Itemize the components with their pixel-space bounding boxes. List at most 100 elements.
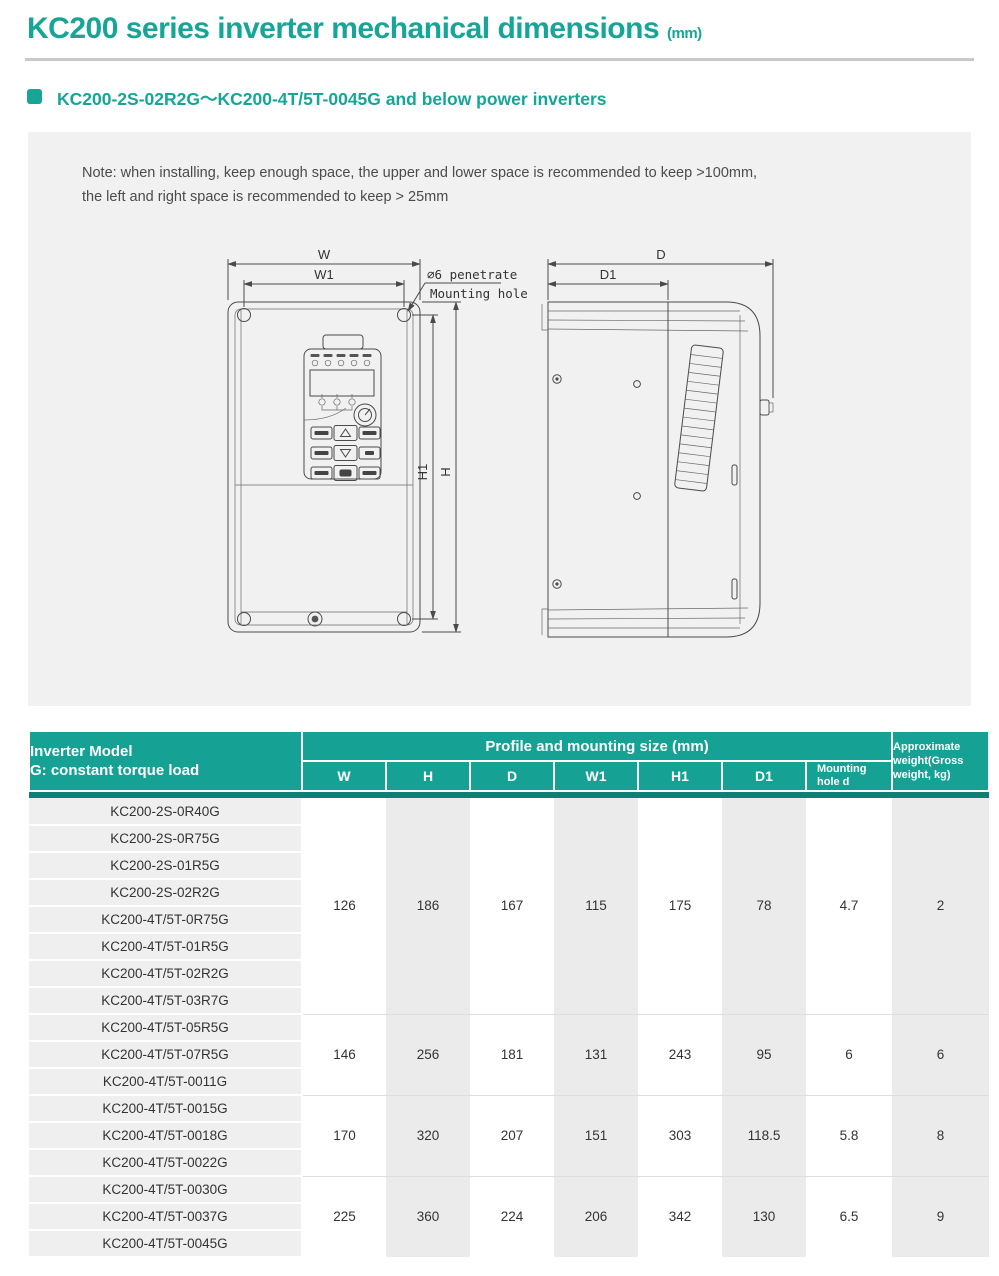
col-header-d: D [469,760,555,792]
value-h: 256 [386,1013,470,1095]
col-header-mounting-hole: Mounting hole d [804,760,894,792]
model-cell: KC200-4T/5T-0R75G [29,906,303,934]
model-cell: KC200-4T/5T-0030G [29,1176,303,1204]
table-row: KC200-4T/5T-0R75G [29,906,989,934]
value-h1: 175 [638,798,722,1014]
keypad-indicators [318,394,356,411]
value-d: 224 [470,1175,554,1257]
table-row: KC200-4T/5T-05R5G 146 256 181 131 243 95… [29,1013,990,1095]
dim-label-w: W [318,247,331,262]
dim-label-d: D [656,247,665,262]
table-row: KC200-2S-02R2G [29,879,989,907]
table-row: KC200-2S-0R40G 126 186 167 115 175 78 4.… [29,798,990,1014]
model-cell: KC200-2S-0R75G [29,825,303,853]
value-hole: 4.7 [806,798,893,1014]
dim-label-h: H [438,467,453,476]
weight-column-header: Approximate weight(Gross weight, kg) [891,730,991,792]
value-w1: 151 [554,1094,638,1176]
model-cell: KC200-2S-0R40G [29,798,303,826]
title-divider [25,58,974,61]
keypad-display [309,369,375,397]
value-h: 320 [386,1094,470,1176]
dim-label-h1: H1 [415,464,430,481]
value-w: 146 [302,1013,386,1095]
value-weight: 2 [892,798,990,1014]
value-h: 186 [386,798,470,1014]
value-hole: 6.5 [806,1175,893,1257]
table-row: KC200-2S-0R75G [29,825,989,853]
table-row: KC200-4T/5T-0011G [29,1068,989,1096]
model-cell: KC200-2S-01R5G [29,852,303,880]
value-h1: 342 [638,1175,722,1257]
model-cell: KC200-4T/5T-0011G [29,1068,303,1096]
value-d: 181 [470,1013,554,1095]
col-header-h: H [385,760,471,792]
value-d1: 78 [722,798,806,1014]
table-row: KC200-4T/5T-0030G 225 360 224 206 342 13… [29,1175,990,1257]
model-cell: KC200-2S-02R2G [29,879,303,907]
annotation-mounting-hole: Mounting hole [430,286,528,301]
value-w1: 115 [554,798,638,1014]
value-weight: 6 [892,1013,990,1095]
dim-label-w1: W1 [314,267,334,282]
table-row: KC200-4T/5T-07R5G [29,1041,989,1069]
col-header-w: W [301,760,387,792]
mechanical-drawing: W W1 H1 H ∅6 penetrate Mounting hole [227,247,774,638]
heatsink-fins [674,344,724,492]
value-d: 207 [470,1094,554,1176]
table-row: KC200-4T/5T-0022G [29,1149,989,1177]
value-weight: 9 [892,1175,990,1257]
model-column-header: Inverter Model G: constant torque load [28,730,303,792]
table-row: KC200-4T/5T-03R7G [29,987,989,1015]
section-subtitle: KC200-2S-02R2G～KC200-4T/5T-0045G and bel… [57,89,607,109]
model-cell: KC200-4T/5T-0015G [29,1095,303,1123]
model-cell: KC200-4T/5T-0045G [29,1230,303,1258]
model-header-line2: G: constant torque load [30,762,200,779]
table-row: KC200-4T/5T-0018G [29,1122,989,1150]
keypad-knob [353,403,377,427]
value-weight: 8 [892,1094,990,1176]
value-w: 170 [302,1094,386,1176]
table-row: KC200-4T/5T-0015G 170 320 207 151 303 11… [29,1094,990,1176]
annotation-penetrate: ∅6 penetrate [427,267,517,282]
page-title-text: KC200 series inverter mechanical dimensi… [27,12,660,45]
model-cell: KC200-4T/5T-01R5G [29,933,303,961]
value-w: 225 [302,1175,386,1257]
keypad-buttons [310,425,381,481]
value-hole: 6 [806,1013,893,1095]
install-note-line1: Note: when installing, keep enough space… [82,165,758,181]
page-title: KC200 series inverter mechanical dimensi… [27,12,702,46]
value-d: 167 [470,798,554,1014]
model-header-line1: Inverter Model [30,742,133,760]
model-cell: KC200-4T/5T-03R7G [29,987,303,1015]
header-accent-strip [29,791,990,798]
model-cell: KC200-4T/5T-0022G [29,1149,303,1177]
keypad-leds [310,354,372,367]
value-w1: 131 [554,1013,638,1095]
dim-label-d1: D1 [600,267,617,282]
model-cell: KC200-4T/5T-07R5G [29,1041,303,1069]
col-header-w1: W1 [553,760,639,792]
value-h1: 303 [638,1094,722,1176]
model-cell: KC200-4T/5T-0018G [29,1122,303,1150]
value-h: 360 [386,1175,470,1257]
col-header-d1: D1 [721,760,807,792]
model-cell: KC200-4T/5T-05R5G [29,1014,303,1042]
table-row: KC200-4T/5T-01R5G [29,933,989,961]
install-note-line2: the left and right space is recommended … [82,189,449,205]
col-header-h1: H1 [637,760,723,792]
value-h1: 243 [638,1013,722,1095]
value-d1: 130 [722,1175,806,1257]
side-view-drawing: D D1 [541,247,774,638]
page-title-unit: (mm) [667,25,702,42]
front-view-drawing: W W1 H1 H ∅6 penetrate Mounting hole [227,247,528,633]
profile-size-header: Profile and mounting size (mm) [300,730,894,762]
value-w: 126 [302,798,386,1014]
value-d1: 95 [722,1013,806,1095]
table-row: KC200-4T/5T-0037G [29,1203,989,1231]
value-hole: 5.8 [806,1094,893,1176]
value-w1: 206 [554,1175,638,1257]
table-row: KC200-2S-01R5G [29,852,989,880]
value-d1: 118.5 [722,1094,806,1176]
